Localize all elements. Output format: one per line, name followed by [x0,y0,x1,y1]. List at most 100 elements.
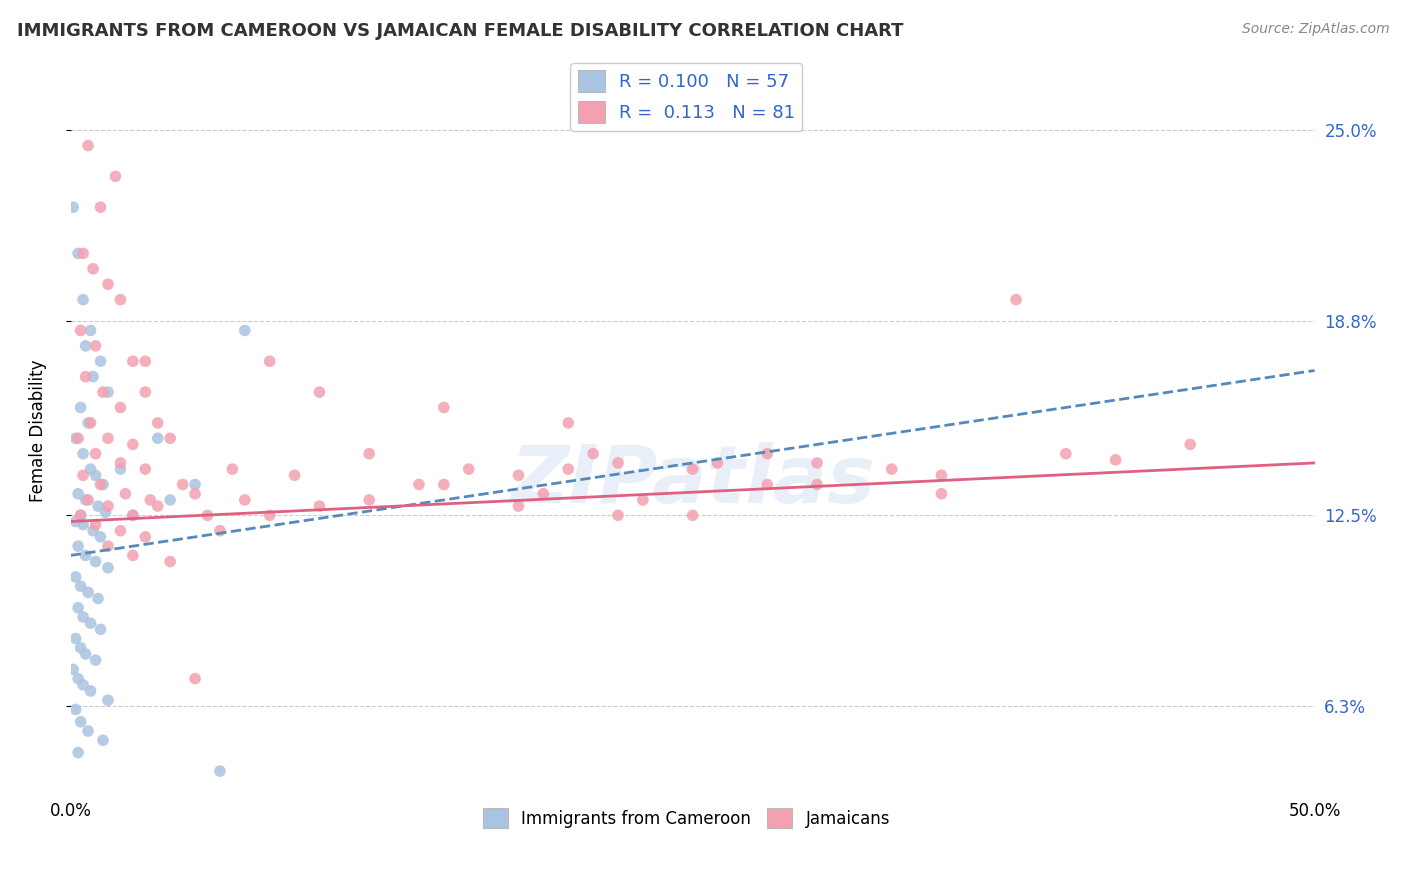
Point [122,437,145,451]
Point [122,508,145,523]
Point [408,477,430,491]
Point [184,487,207,501]
Point [97,693,120,707]
Point [110,524,132,538]
Point [97,431,120,445]
Point [84,468,107,483]
Point [97,499,120,513]
Point [62,662,84,676]
Point [159,431,181,445]
Point [184,672,207,686]
Point [67,46,90,61]
Point [91,477,114,491]
Point [359,447,381,461]
Point [72,517,94,532]
Point [84,555,107,569]
Point [79,684,101,698]
Point [82,524,104,538]
Point [756,447,779,461]
Point [89,623,111,637]
Point [880,462,903,476]
Point [72,678,94,692]
Point [69,640,91,655]
Point [69,508,91,523]
Point [259,508,281,523]
Point [931,487,953,501]
Point [69,714,91,729]
Point [682,508,704,523]
Point [359,492,381,507]
Point [756,477,779,491]
Point [75,339,97,353]
Point [1054,447,1077,461]
Point [184,477,207,491]
Point [931,468,953,483]
Point [172,477,194,491]
Point [77,416,100,430]
Point [607,508,630,523]
Point [65,515,87,529]
Point [69,401,91,415]
Point [89,477,111,491]
Point [67,539,90,553]
Point [146,416,169,430]
Point [84,653,107,667]
Point [110,401,132,415]
Point [259,354,281,368]
Point [1180,437,1202,451]
Point [134,354,156,368]
Point [233,323,256,337]
Point [75,549,97,563]
Point [1005,293,1028,307]
Point [308,499,330,513]
Point [197,508,219,523]
Point [67,487,90,501]
Point [84,447,107,461]
Point [122,508,145,523]
Point [159,555,181,569]
Point [89,354,111,368]
Point [77,138,100,153]
Point [82,261,104,276]
Point [208,764,231,778]
Point [557,462,579,476]
Point [139,492,162,507]
Point [67,746,90,760]
Point [79,323,101,337]
Point [208,524,231,538]
Point [72,246,94,260]
Point [1104,453,1126,467]
Point [65,431,87,445]
Point [84,517,107,532]
Point [79,416,101,430]
Point [433,477,456,491]
Point [94,505,117,519]
Point [77,585,100,599]
Point [91,385,114,400]
Y-axis label: Female Disability: Female Disability [30,359,46,502]
Point [110,462,132,476]
Point [69,508,91,523]
Point [557,416,579,430]
Point [631,492,654,507]
Point [114,487,136,501]
Point [806,456,828,470]
Point [607,456,630,470]
Point [75,369,97,384]
Point [531,487,554,501]
Point [146,499,169,513]
Point [87,499,110,513]
Point [706,456,728,470]
Point [433,401,456,415]
Point [308,385,330,400]
Point [65,632,87,646]
Point [682,462,704,476]
Point [110,293,132,307]
Point [72,447,94,461]
Point [97,560,120,574]
Point [67,672,90,686]
Point [582,447,605,461]
Point [77,724,100,739]
Point [65,702,87,716]
Legend: Immigrants from Cameroon, Jamaicans: Immigrants from Cameroon, Jamaicans [475,801,897,835]
